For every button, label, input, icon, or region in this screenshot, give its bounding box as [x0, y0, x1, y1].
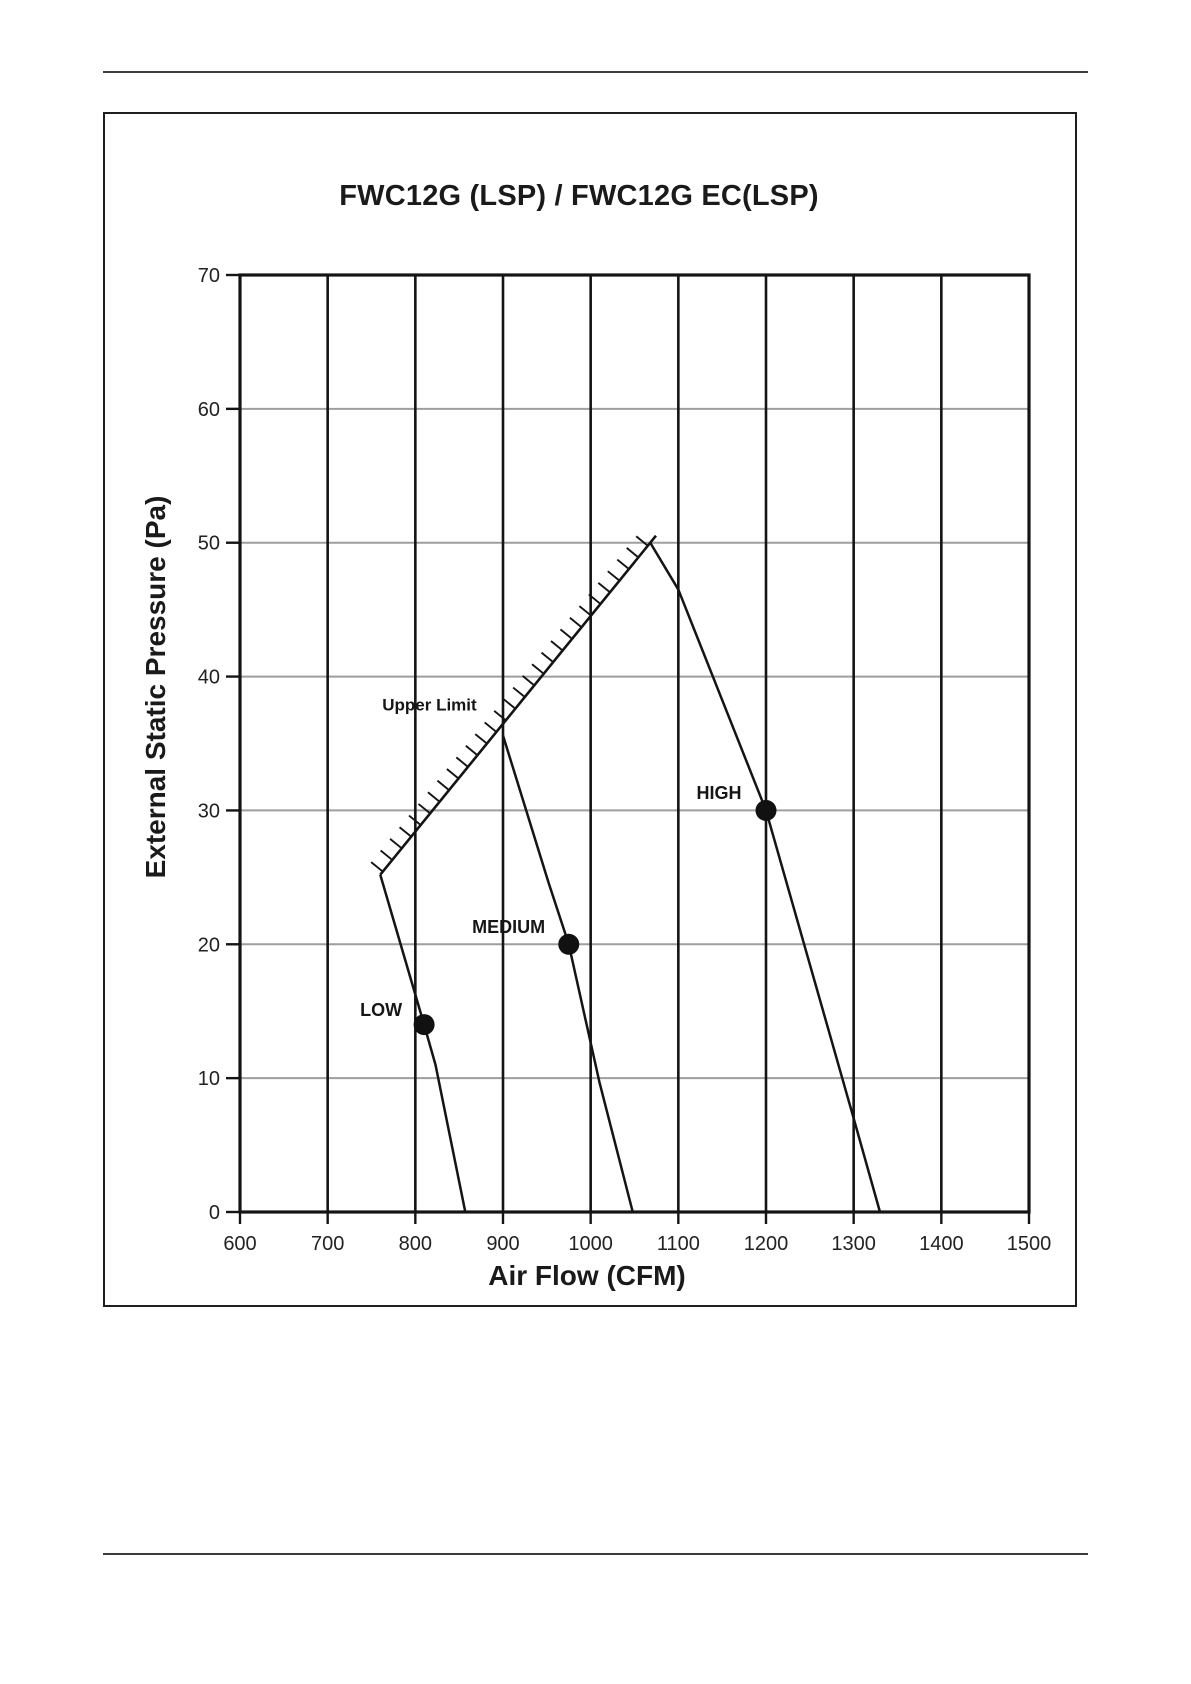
upper-limit-hatch	[578, 605, 592, 617]
upper-limit-hatch	[436, 779, 450, 791]
label-high: HIGH	[696, 783, 741, 803]
upper-limit-hatch	[446, 768, 460, 780]
fan-curve-medium	[501, 735, 634, 1213]
y-axis-title: External Static Pressure (Pa)	[140, 495, 171, 879]
x-tick-label-1500: 1500	[1007, 1233, 1052, 1255]
y-tick-label-30: 30	[198, 800, 220, 822]
chart-title: FWC12G (LSP) / FWC12G EC(LSP)	[339, 180, 819, 212]
upper-limit-hatch	[597, 582, 611, 594]
figure-border-box: 600 700 800 900 1000 1100 1200 1300 1400 1500 0 10 2…	[103, 112, 1077, 1307]
top-rule	[103, 71, 1088, 73]
upper-limit-hatch	[569, 617, 583, 628]
x-tick-label-1200: 1200	[744, 1233, 789, 1255]
y-tick-label-50: 50	[198, 533, 220, 555]
bottom-rule	[103, 1553, 1088, 1555]
upper-limit-hatch	[512, 686, 526, 698]
marker-low	[413, 1014, 435, 1036]
upper-limit-hatch	[607, 570, 621, 582]
x-axis-title: Air Flow (CFM)	[488, 1260, 686, 1291]
x-tick-label-1300: 1300	[831, 1233, 876, 1255]
fan-curve-low	[379, 874, 467, 1213]
marker-medium	[558, 933, 580, 955]
x-tick-label-900: 900	[486, 1233, 519, 1255]
x-tick-label-800: 800	[399, 1233, 432, 1255]
x-tick-label-600: 600	[223, 1233, 256, 1255]
upper-limit-label: Upper Limit	[382, 696, 477, 715]
upper-limit-hatch	[389, 838, 403, 850]
upper-limit-hatch	[559, 628, 573, 640]
upper-limit-hatch	[531, 663, 545, 675]
y-tick-label-70: 70	[198, 265, 220, 287]
label-low: LOW	[360, 1000, 402, 1020]
upper-limit-hatch	[474, 733, 488, 745]
upper-limit-hatch	[370, 861, 384, 873]
x-tick-label-700: 700	[311, 1233, 344, 1255]
upper-limit-hatch	[521, 675, 535, 687]
upper-limit-hatch	[635, 535, 649, 547]
upper-limit-hatch	[380, 849, 393, 861]
label-medium: MEDIUM	[472, 917, 545, 937]
y-tick-label-10: 10	[198, 1068, 220, 1090]
marker-high	[755, 799, 777, 821]
upper-limit-hatch	[455, 756, 469, 768]
upper-limit-line	[379, 534, 657, 876]
upper-limit-hatch	[588, 593, 602, 605]
upper-limit-hatch	[550, 640, 564, 652]
fan-curve-chart: 600 700 800 900 1000 1100 1200 1300 1400 1500 0 10 2…	[198, 265, 1052, 1255]
upper-limit-hatch	[465, 745, 479, 756]
upper-limit-hatch	[427, 791, 441, 803]
x-tick-label-1400: 1400	[919, 1233, 964, 1255]
upper-limit-hatch	[626, 547, 639, 559]
upper-limit-hatch	[503, 698, 516, 710]
x-tick-label-1100: 1100	[657, 1233, 700, 1255]
y-tick-label-60: 60	[198, 399, 220, 421]
x-tick-label-1000: 1000	[568, 1233, 613, 1255]
upper-limit-hatch	[408, 814, 422, 826]
y-tick-label-40: 40	[198, 667, 220, 689]
upper-limit-hatch	[484, 721, 497, 733]
upper-limit-hatch	[417, 803, 431, 815]
upper-limit-hatch	[398, 826, 412, 838]
plot-border	[238, 273, 1031, 1214]
upper-limit-hatch	[540, 651, 554, 663]
y-tick-label-20: 20	[198, 934, 220, 956]
y-tick-label-0: 0	[209, 1202, 220, 1224]
upper-limit-hatch	[616, 558, 630, 570]
upper-limit-hatch	[493, 710, 507, 722]
